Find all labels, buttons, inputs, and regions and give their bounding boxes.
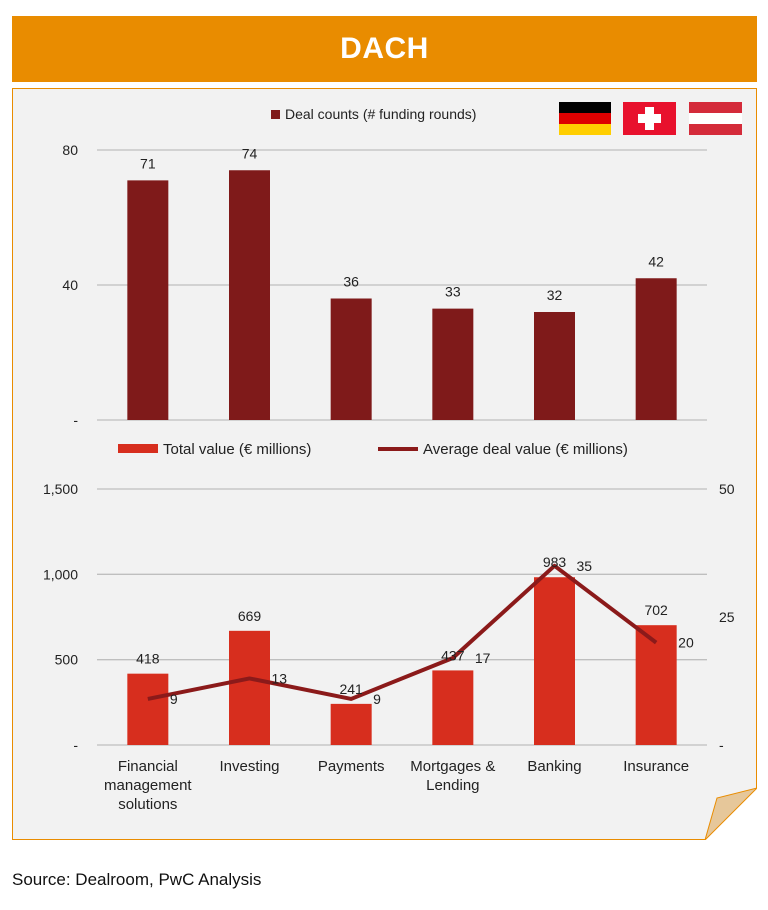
source-note: Source: Dealroom, PwC Analysis: [12, 870, 262, 889]
x-category-label: Payments: [318, 758, 385, 775]
legend-label-total-value: Total value (€ millions): [163, 441, 311, 458]
chart-area: - 40 80 71 74 36 33 32 42 Deal counts (# fundin…: [43, 102, 757, 840]
total-value-data-label: 702: [644, 602, 668, 618]
x-category-label: Financial: [118, 758, 178, 775]
deal-count-data-label: 36: [343, 274, 359, 290]
value-chart-legend: Total value (€ millions) Average deal va…: [118, 441, 628, 458]
x-category-label: Investing: [219, 758, 279, 775]
average-deal-value-data-label: 17: [475, 650, 491, 666]
average-deal-value-line: [147, 563, 658, 701]
total-value-data-label: 983: [543, 554, 567, 570]
deal-count-legend: Deal counts (# funding rounds): [271, 106, 476, 122]
total-value-bar: [635, 625, 677, 745]
y2-tick-label: 50: [719, 481, 735, 497]
legend-swatch-total-value: [118, 444, 158, 453]
legend-swatch-deal-counts: [271, 110, 280, 119]
flags-group: [559, 102, 742, 135]
deal-count-bar: [534, 312, 575, 420]
legend-label-deal-counts: Deal counts (# funding rounds): [285, 106, 476, 122]
total-value-bar: [534, 577, 575, 745]
x-category-label: Banking: [527, 758, 581, 775]
y-tick-label: 40: [62, 277, 78, 293]
y-tick-label: -: [73, 737, 78, 753]
x-category-label: management: [104, 777, 192, 794]
total-value-data-label: 669: [238, 608, 262, 624]
deal-count-data-label: 74: [242, 145, 258, 161]
total-value-data-label: 241: [339, 681, 363, 697]
deal-count-chart: - 40 80 71 74 36 33 32 42 Deal counts (# fundin…: [62, 106, 707, 428]
y2-tick-label: -: [719, 737, 724, 753]
value-chart: Total value (€ millions) Average deal va…: [43, 441, 735, 813]
deal-count-data-label: 32: [547, 287, 563, 303]
page-curl-icon: [704, 787, 757, 840]
deal-count-bar: [229, 170, 270, 420]
deal-count-bar: [127, 180, 169, 420]
total-value-bar: [127, 673, 169, 745]
total-value-bar: [432, 670, 474, 745]
y-tick-label: 1,000: [43, 566, 78, 582]
austria-flag-icon: [689, 102, 742, 135]
average-deal-value-data-label: 35: [577, 558, 593, 574]
total-value-bar: [229, 630, 270, 745]
x-category-label: Mortgages &: [410, 758, 495, 775]
y-tick-label: 500: [55, 652, 79, 668]
y2-tick-label: 25: [719, 609, 735, 625]
average-deal-value-data-label: 20: [678, 635, 694, 651]
x-category-label: Insurance: [623, 758, 689, 775]
germany-flag-icon: [559, 102, 611, 135]
deal-count-data-label: 42: [648, 253, 664, 269]
total-value-bar: [330, 703, 372, 745]
x-category-label: solutions: [118, 796, 177, 813]
y-tick-label: -: [73, 412, 78, 428]
deal-count-bar: [330, 298, 372, 420]
deal-count-bar: [635, 278, 677, 420]
deal-count-data-label: 71: [140, 155, 156, 171]
y-tick-label: 80: [62, 142, 78, 158]
average-deal-value-data-label: 9: [373, 691, 381, 707]
total-value-data-label: 437: [441, 647, 465, 663]
average-deal-value-data-label: 13: [272, 670, 288, 686]
legend-label-average-deal-value: Average deal value (€ millions): [423, 441, 628, 458]
deal-count-data-label: 33: [445, 284, 461, 300]
deal-count-bar: [432, 308, 474, 420]
average-deal-value-data-label: 9: [170, 691, 178, 707]
page-title: DACH: [12, 16, 757, 82]
switzerland-flag-icon: [623, 102, 676, 135]
y-tick-label: 1,500: [43, 481, 78, 497]
total-value-data-label: 418: [136, 651, 160, 667]
x-category-label: Lending: [426, 777, 479, 794]
